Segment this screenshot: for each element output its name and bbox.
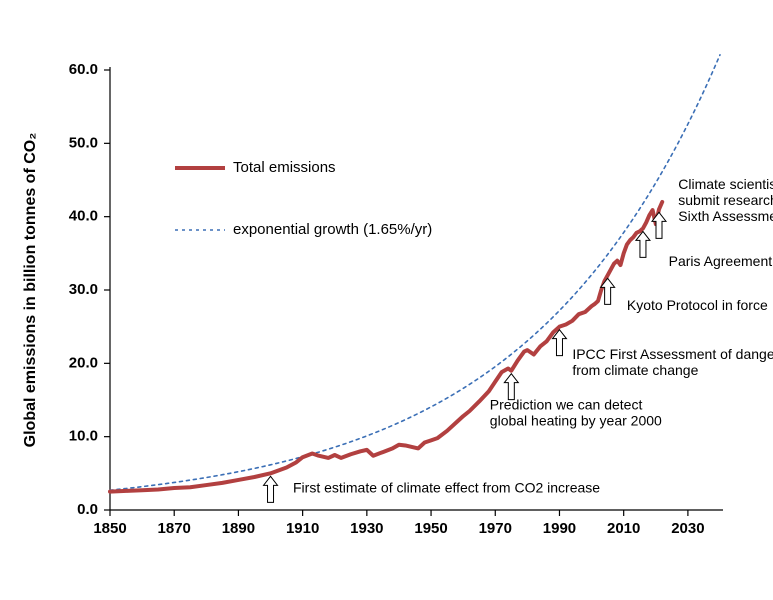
x-tick-label: 1930: [350, 520, 383, 537]
annotation-ipcc-sixth: Climate scientistssubmit research for IP…: [678, 176, 773, 224]
y-tick-label: 20.0: [69, 354, 98, 371]
x-tick-label: 2010: [607, 520, 640, 537]
x-tick-label: 1870: [158, 520, 191, 537]
annotation-line: submit research for IPCC: [678, 192, 773, 208]
legend-label: exponential growth (1.65%/yr): [233, 221, 432, 238]
x-tick-label: 1990: [543, 520, 576, 537]
y-axis-label: Global emissions in billion tonnes of CO…: [22, 133, 39, 448]
chart-svg: 0.0 10.0 20.0 30.0 40.0 50.0 60.0 1850 1870 1890 1…: [0, 0, 773, 600]
annotation-line: Climate scientists: [678, 176, 773, 192]
annotation-line: from climate change: [572, 362, 698, 378]
y-tick-label: 60.0: [69, 61, 98, 78]
x-tick-label: 1970: [479, 520, 512, 537]
annotation-line: global heating by year 2000: [490, 413, 662, 429]
y-tick-label: 30.0: [69, 281, 98, 298]
annotation-line: Prediction we can detect: [490, 397, 643, 413]
y-tick-label: 10.0: [69, 428, 98, 445]
y-tick-label: 50.0: [69, 134, 98, 151]
x-tick-label: 1950: [414, 520, 447, 537]
x-tick-label: 2030: [671, 520, 704, 537]
x-tick-label: 1850: [93, 520, 126, 537]
y-tick-label: 0.0: [77, 501, 98, 518]
annotation-paris: Paris Agreement in force: [669, 253, 773, 269]
annotation-line: Sixth Assessment: [678, 208, 773, 224]
x-tick-label: 1890: [222, 520, 255, 537]
y-tick-label: 40.0: [69, 208, 98, 225]
emissions-chart: 0.0 10.0 20.0 30.0 40.0 50.0 60.0 1850 1870 1890 1…: [0, 0, 773, 600]
annotation-kyoto: Kyoto Protocol in force: [627, 297, 768, 313]
annotation-line: Kyoto Protocol in force: [627, 297, 768, 313]
annotation-first-estimate: First estimate of climate effect from CO…: [293, 479, 600, 495]
annotation-line: IPCC First Assessment of dangers: [572, 346, 773, 362]
annotation-line: First estimate of climate effect from CO…: [293, 479, 600, 495]
annotation-line: Paris Agreement in force: [669, 253, 773, 269]
legend-label: Total emissions: [233, 159, 336, 176]
x-tick-label: 1910: [286, 520, 319, 537]
annotation-prediction-2000: Prediction we can detectglobal heating b…: [490, 397, 662, 429]
